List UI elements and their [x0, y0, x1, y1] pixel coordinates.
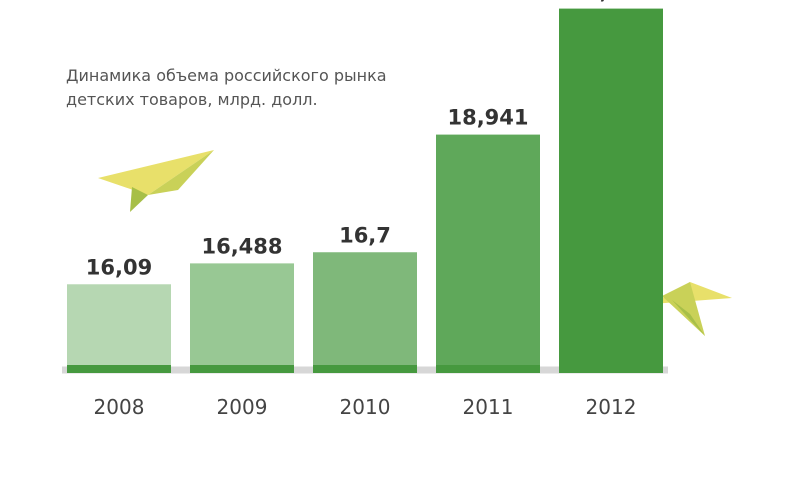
value-label: 21,341	[570, 0, 651, 4]
x-tick-label: 2011	[463, 395, 514, 419]
value-label: 16,488	[201, 234, 282, 258]
bar-base-stripe	[190, 365, 294, 373]
value-label: 18,941	[447, 106, 528, 130]
value-label: 16,09	[86, 255, 152, 279]
bar-base-stripe	[313, 365, 417, 373]
bar-2010	[313, 252, 417, 373]
x-tick-label: 2012	[586, 395, 637, 419]
chart-title: Динамика объема российского рынка детски…	[66, 66, 387, 109]
bar-2008	[67, 284, 171, 373]
value-label: 16,7	[339, 223, 391, 247]
bar-base-stripe	[436, 365, 540, 373]
bar-2012	[559, 8, 663, 373]
paper-plane-icon	[98, 150, 214, 212]
x-tick-label: 2008	[94, 395, 145, 419]
x-tick-label: 2009	[217, 395, 268, 419]
bar-base-stripe	[67, 365, 171, 373]
bar-base-stripe	[559, 365, 663, 373]
bar-2011	[436, 134, 540, 373]
x-tick-label: 2010	[340, 395, 391, 419]
bar-2009	[190, 263, 294, 373]
